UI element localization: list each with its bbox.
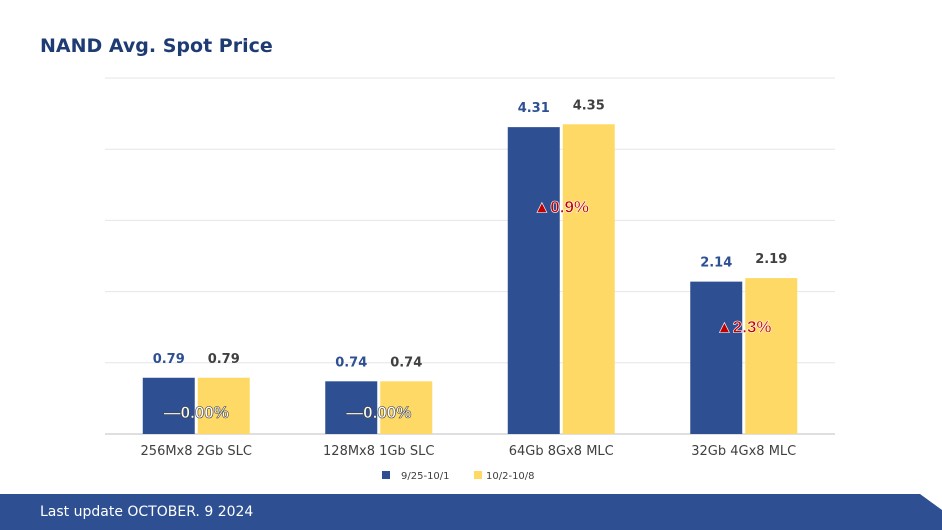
- data-label: 0.74: [390, 355, 422, 370]
- change-annotation: ▲2.3%: [716, 318, 772, 337]
- data-label: 2.14: [700, 256, 732, 271]
- data-label: 0.74: [335, 355, 367, 370]
- data-label: 0.79: [208, 352, 240, 367]
- bar: [690, 281, 743, 434]
- bar: [507, 127, 560, 435]
- bar: [380, 381, 433, 434]
- data-label: 0.79: [153, 352, 185, 367]
- footer-bar: [0, 494, 942, 530]
- data-label: 4.31: [518, 101, 550, 116]
- legend-label: 9/25-10/1: [401, 471, 450, 482]
- data-label: 4.35: [573, 98, 605, 113]
- data-label: 2.19: [755, 252, 787, 267]
- x-tick-label: 256Mx8 2Gb SLC: [141, 444, 252, 459]
- bar: [745, 278, 798, 434]
- change-annotation: ▲0.9%: [533, 197, 589, 216]
- legend-swatch: [382, 471, 390, 479]
- legend-swatch: [474, 471, 482, 479]
- bar: [325, 381, 378, 434]
- x-tick-label: 32Gb 4Gx8 MLC: [691, 444, 796, 459]
- legend-label: 10/2-10/8: [486, 471, 535, 482]
- change-annotation: —0.00%: [346, 403, 411, 422]
- bar: [562, 124, 615, 434]
- chart-title: NAND Avg. Spot Price: [40, 35, 273, 57]
- x-tick-label: 64Gb 8Gx8 MLC: [509, 444, 614, 459]
- last-update-text: Last update OCTOBER. 9 2024: [40, 504, 254, 520]
- bar-chart: 0.79 0.79 —0.00% 256Mx8 2Gb SLC 0.74 0.74 —0.0…: [105, 77, 835, 482]
- x-tick-label: 128Mx8 1Gb SLC: [323, 444, 434, 459]
- bar: [197, 377, 250, 434]
- change-annotation: —0.00%: [164, 403, 229, 422]
- bar: [142, 377, 195, 434]
